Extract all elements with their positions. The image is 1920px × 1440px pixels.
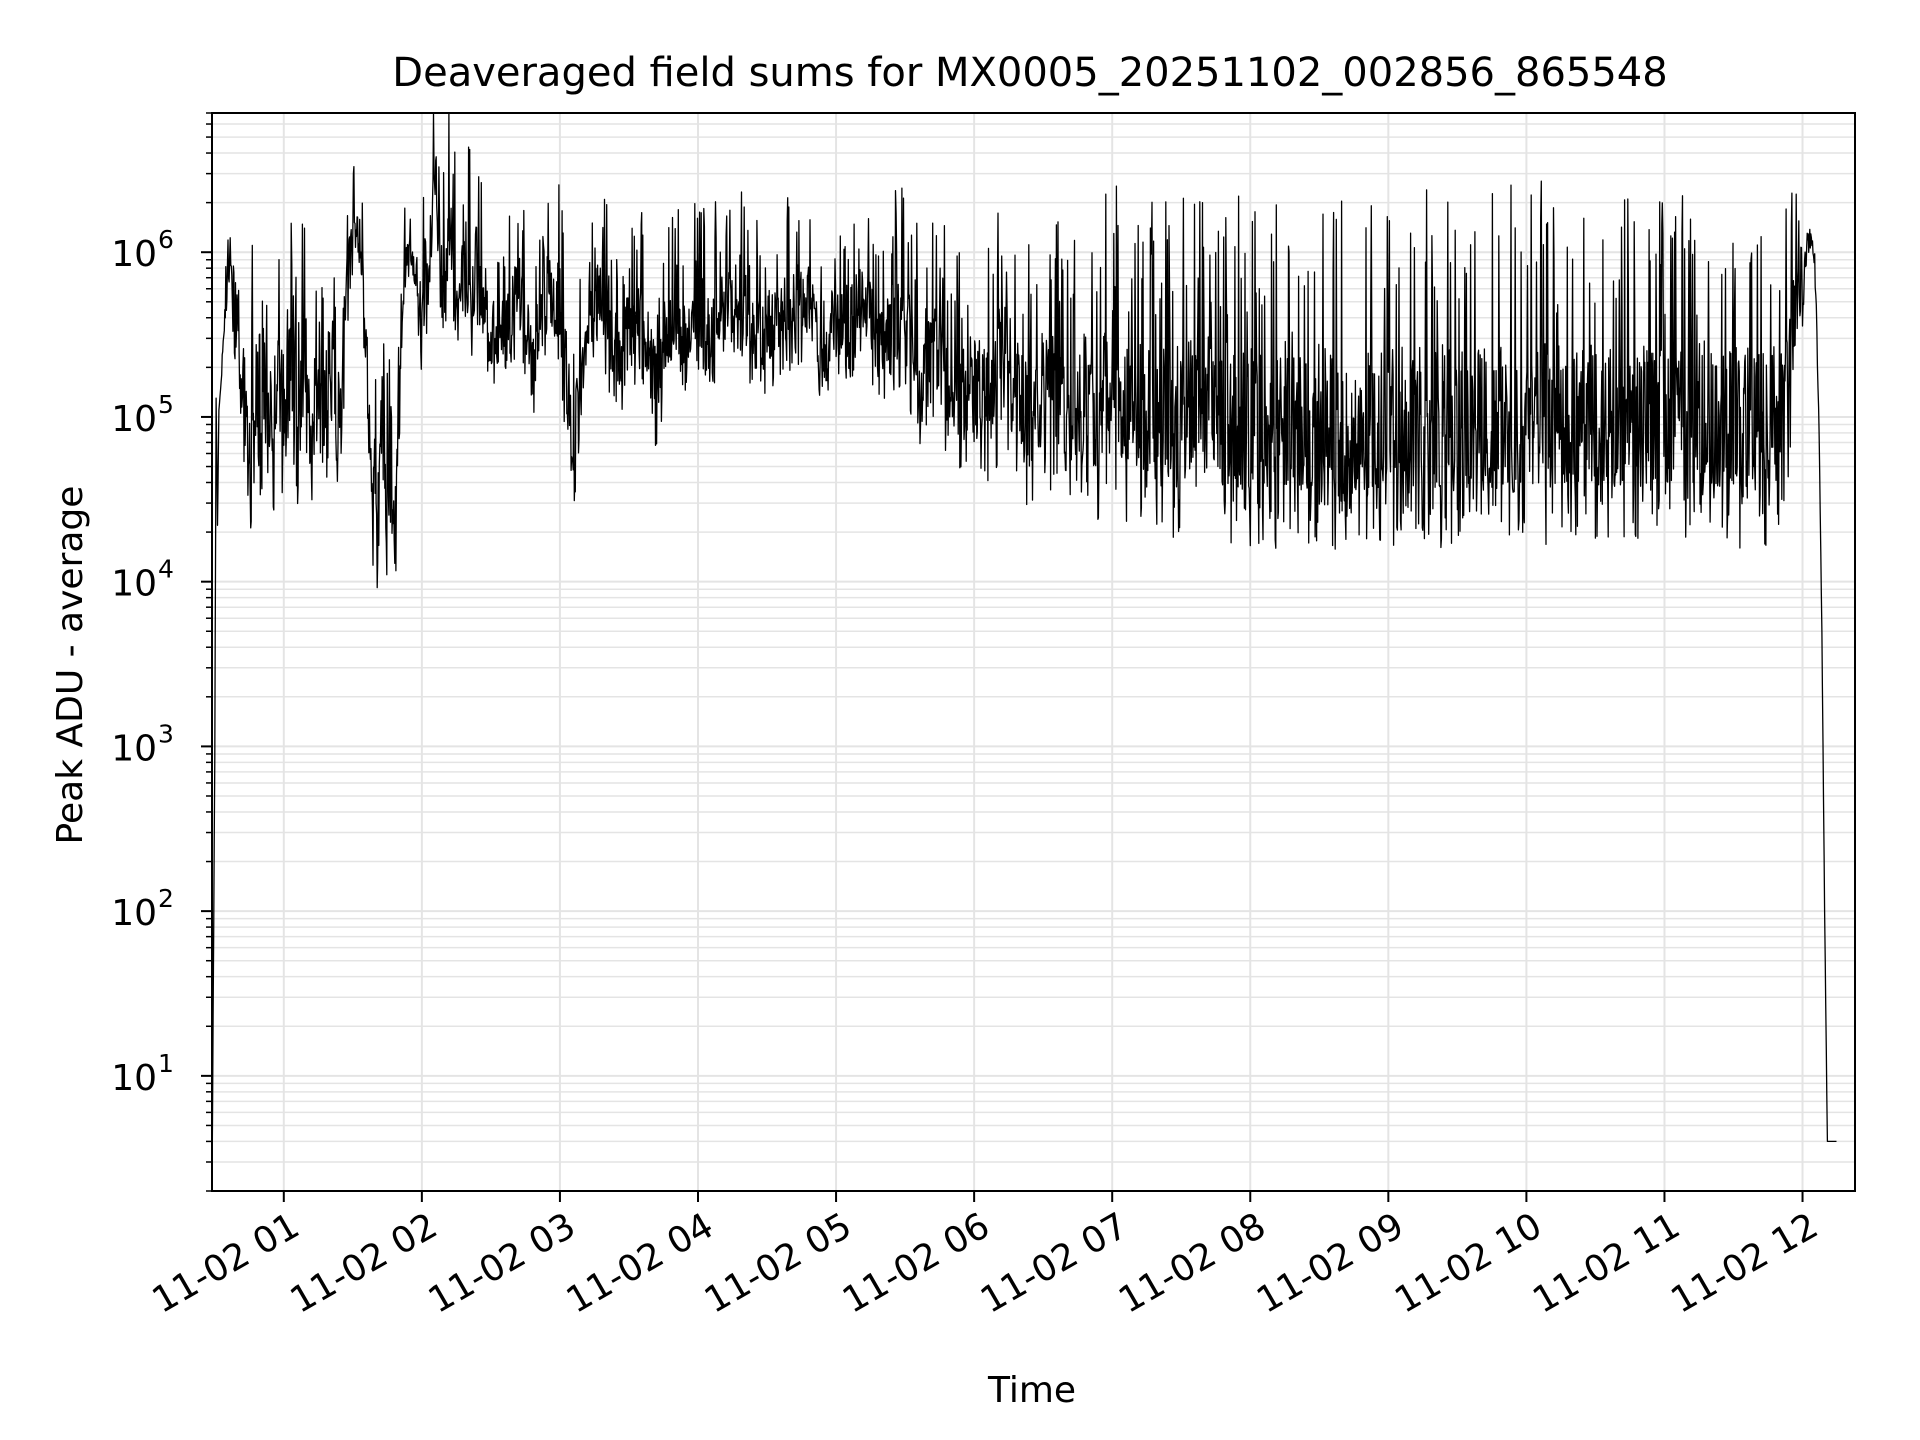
y-tick-exponent: 6 xyxy=(158,225,174,254)
series-line xyxy=(211,112,1837,1192)
y-tick-exponent: 3 xyxy=(158,719,174,748)
y-tick-exponent: 5 xyxy=(158,390,174,419)
y-axis-label: Peak ADU - average xyxy=(50,486,91,845)
plot-frame xyxy=(211,112,1856,1192)
y-tick-label: 10 xyxy=(111,1058,157,1099)
series-layer xyxy=(211,112,1837,1192)
chart-title: Deaveraged field sums for MX0005_2025110… xyxy=(392,50,1667,96)
x-axis-label: Time xyxy=(987,1370,1076,1411)
y-tick-label: 10 xyxy=(111,893,157,934)
y-tick-label: 10 xyxy=(111,234,157,275)
grid-layer xyxy=(212,112,1855,1192)
y-tick-label: 10 xyxy=(111,728,157,769)
y-tick-exponent: 2 xyxy=(158,884,174,913)
y-tick-exponent: 1 xyxy=(158,1049,174,1078)
y-tick-label: 10 xyxy=(111,564,157,605)
y-tick-label: 10 xyxy=(111,399,157,440)
y-tick-exponent: 4 xyxy=(158,555,174,584)
